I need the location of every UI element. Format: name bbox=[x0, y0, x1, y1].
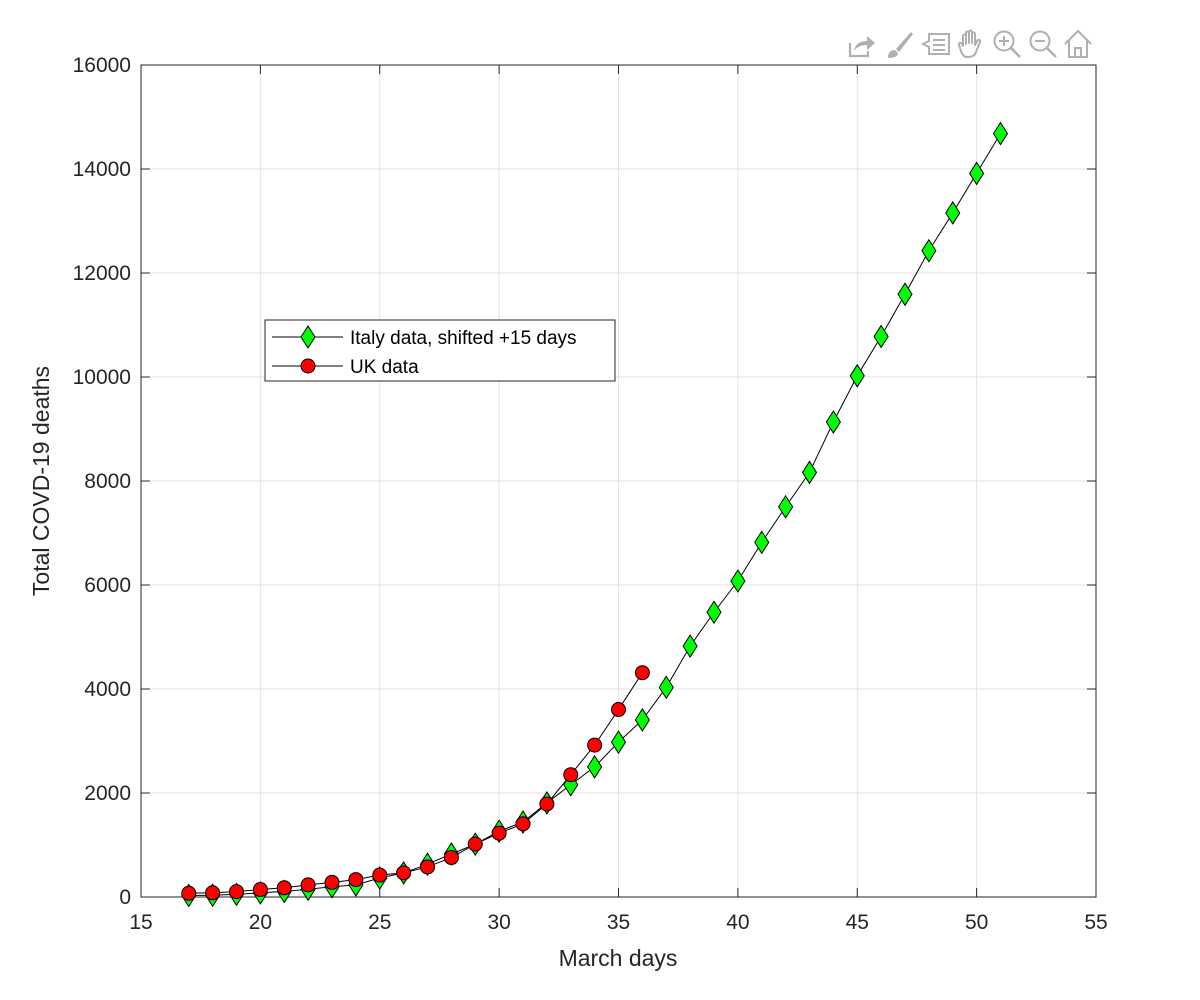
y-tick-labels: 0 2000 4000 6000 8000 10000 12000 14000 16000 bbox=[73, 54, 131, 909]
y-tick-label: 2000 bbox=[84, 782, 131, 805]
x-tick-label: 20 bbox=[249, 911, 272, 934]
data-point-circle bbox=[587, 737, 603, 753]
data-tips-icon[interactable] bbox=[920, 30, 951, 60]
data-point-diamond bbox=[992, 121, 1009, 146]
x-tick-label: 30 bbox=[487, 911, 510, 934]
x-tick-label: 40 bbox=[726, 911, 749, 934]
data-point-circle bbox=[443, 850, 459, 866]
data-point-circle bbox=[205, 885, 221, 901]
series-uk bbox=[181, 665, 650, 901]
x-tick-label: 55 bbox=[1084, 911, 1107, 934]
data-point-diamond bbox=[730, 569, 746, 593]
data-point-circle bbox=[467, 836, 483, 852]
y-ticks bbox=[141, 64, 1096, 898]
data-point-circle bbox=[611, 702, 626, 718]
data-point-diamond bbox=[778, 494, 794, 519]
x-tick-label: 15 bbox=[129, 911, 152, 934]
data-point-diamond bbox=[897, 282, 913, 307]
y-tick-label: 8000 bbox=[84, 470, 131, 493]
data-point-diamond bbox=[706, 600, 722, 625]
data-point-diamond bbox=[945, 201, 961, 225]
home-icon[interactable] bbox=[1063, 28, 1093, 60]
zoom-in-icon[interactable] bbox=[992, 29, 1022, 59]
data-point-circle bbox=[491, 825, 507, 841]
data-point-diamond bbox=[969, 161, 985, 186]
export-icon[interactable] bbox=[846, 30, 876, 60]
data-point-circle bbox=[276, 880, 292, 896]
data-point-diamond bbox=[825, 410, 841, 434]
data-point-diamond bbox=[921, 238, 937, 263]
series-layer bbox=[181, 121, 1009, 908]
x-axis-label: March days bbox=[559, 945, 678, 971]
x-tick-label: 35 bbox=[607, 911, 630, 934]
zoom-out-icon[interactable] bbox=[1028, 29, 1058, 59]
y-tick-label: 10000 bbox=[73, 366, 131, 389]
data-point-diamond bbox=[658, 675, 674, 700]
brush-icon[interactable] bbox=[884, 30, 914, 60]
plot-area bbox=[140, 64, 1097, 898]
legend[interactable]: Italy data, shifted +15 days UK data bbox=[264, 319, 616, 382]
y-tick-label: 14000 bbox=[73, 158, 131, 181]
data-point-circle bbox=[324, 874, 340, 890]
x-tick-label: 45 bbox=[846, 911, 869, 934]
data-point-circle bbox=[563, 767, 579, 783]
y-tick-label: 16000 bbox=[73, 54, 131, 77]
y-axis-label: Total COVD-19 deaths bbox=[28, 366, 54, 596]
x-tick-labels: 15 20 25 30 35 40 45 50 55 bbox=[129, 911, 1107, 934]
y-tick-label: 6000 bbox=[84, 574, 131, 597]
data-point-diamond bbox=[801, 460, 818, 485]
legend-entry-italy[interactable]: Italy data, shifted +15 days bbox=[272, 325, 577, 349]
data-point-diamond bbox=[873, 324, 889, 349]
data-point-circle bbox=[181, 885, 197, 901]
pan-hand-icon[interactable] bbox=[956, 28, 986, 60]
data-point-circle bbox=[229, 884, 244, 900]
legend-box bbox=[264, 319, 616, 382]
data-point-circle bbox=[348, 872, 364, 888]
legend-label-italy: Italy data, shifted +15 days bbox=[350, 328, 577, 349]
data-point-diamond bbox=[754, 530, 770, 555]
data-point-circle bbox=[420, 859, 435, 875]
data-point-circle bbox=[252, 882, 268, 898]
legend-marker-diamond bbox=[300, 325, 316, 349]
legend-entry-uk[interactable]: UK data bbox=[272, 357, 419, 378]
data-point-diamond bbox=[682, 634, 698, 659]
legend-label-uk: UK data bbox=[350, 357, 419, 378]
data-point-circle bbox=[396, 865, 412, 881]
data-point-circle bbox=[539, 796, 555, 812]
x-tick-label: 25 bbox=[368, 911, 391, 934]
y-tick-label: 12000 bbox=[73, 262, 131, 285]
data-point-circle bbox=[515, 816, 531, 832]
data-point-circle bbox=[300, 877, 316, 893]
axes-toolbar bbox=[846, 28, 1093, 60]
data-point-diamond bbox=[610, 730, 627, 755]
x-tick-label: 50 bbox=[965, 911, 988, 934]
data-point-circle bbox=[634, 665, 650, 681]
y-tick-label: 0 bbox=[119, 886, 131, 909]
legend-marker-circle bbox=[300, 358, 316, 374]
data-point-diamond bbox=[587, 754, 603, 779]
y-tick-label: 4000 bbox=[84, 678, 131, 701]
data-point-diamond bbox=[634, 708, 650, 732]
data-point-circle bbox=[372, 867, 388, 883]
data-point-diamond bbox=[849, 363, 865, 388]
